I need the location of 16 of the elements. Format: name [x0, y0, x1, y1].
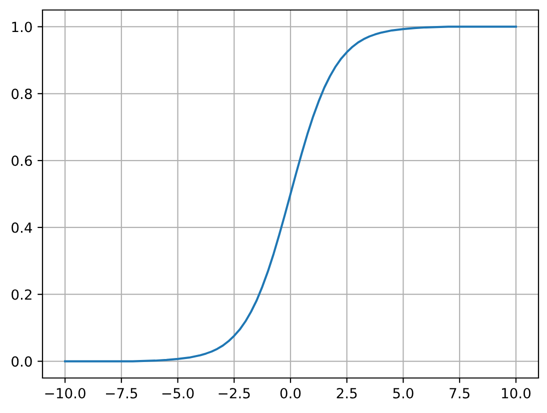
x-tick-label: 10.0: [502, 388, 530, 398]
x-tick-label: 7.5: [450, 388, 470, 398]
x-tick-label: −10.0: [45, 388, 86, 398]
y-tick-label: 0.2: [12, 289, 32, 300]
x-tick-label: −5.0: [162, 388, 194, 398]
y-tick-label: 0.4: [12, 222, 32, 233]
x-tick-label: −7.5: [106, 388, 138, 398]
y-tick-label: 1.0: [12, 22, 32, 32]
y-tick-label: 0.6: [12, 156, 32, 166]
x-tick-label: −2.5: [218, 388, 250, 398]
x-tick-label: 5.0: [393, 388, 414, 398]
x-tick-label: 0.0: [280, 388, 301, 398]
line-series: [64, 26, 517, 362]
y-tick-label: 0.8: [12, 88, 32, 100]
x-tick-label: 2.5: [336, 388, 357, 398]
y-tick-label: 0.0: [12, 356, 32, 367]
